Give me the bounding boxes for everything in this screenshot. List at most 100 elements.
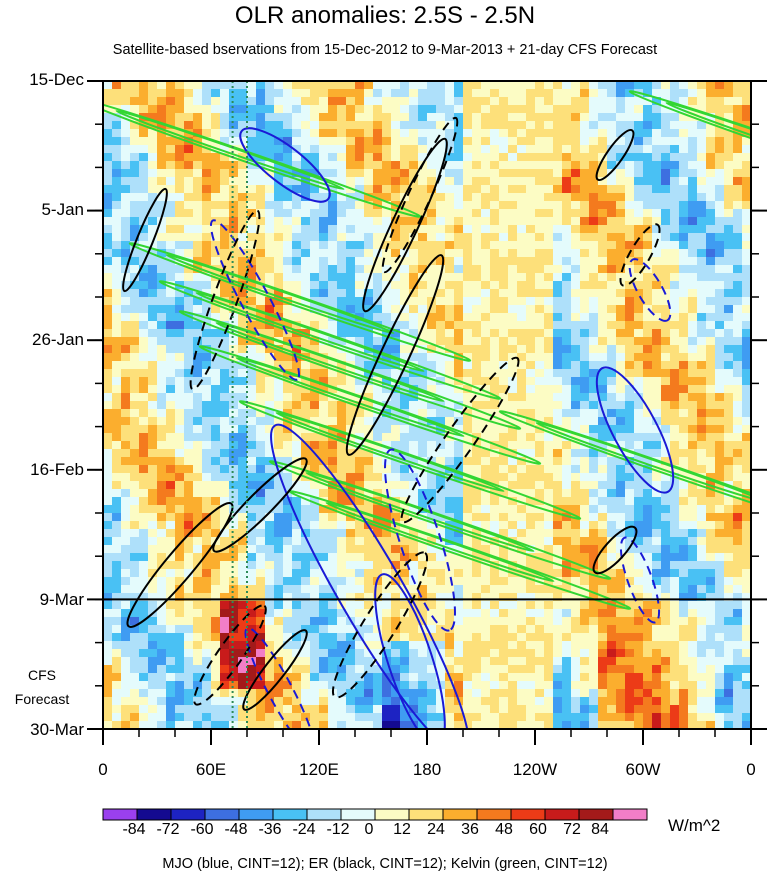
olr-cell: [292, 369, 302, 378]
olr-cell: [508, 617, 518, 626]
olr-cell: [193, 297, 203, 306]
olr-cell: [265, 257, 275, 266]
olr-cell: [553, 353, 563, 362]
olr-cell: [562, 497, 572, 506]
olr-cell: [544, 105, 554, 114]
olr-cell: [229, 569, 239, 578]
olr-cell: [373, 401, 383, 410]
olr-cell: [175, 505, 185, 514]
olr-cell: [526, 569, 536, 578]
olr-cell: [418, 281, 428, 290]
olr-cell: [526, 609, 536, 618]
olr-cell: [256, 497, 266, 506]
olr-cell: [652, 201, 662, 210]
olr-cell: [679, 513, 689, 522]
olr-cell: [454, 353, 464, 362]
olr-cell: [337, 153, 347, 162]
olr-cell: [562, 561, 572, 570]
olr-cell: [148, 625, 158, 634]
olr-cell: [481, 329, 491, 338]
olr-cell: [202, 409, 212, 418]
olr-cell: [346, 281, 356, 290]
olr-cell: [121, 441, 131, 450]
olr-cell: [499, 401, 509, 410]
olr-cell: [733, 577, 743, 586]
olr-cell: [553, 465, 563, 474]
olr-cell: [382, 417, 392, 426]
olr-cell: [571, 81, 581, 90]
olr-cell: [634, 401, 644, 410]
olr-cell: [373, 97, 383, 106]
olr-cell: [706, 329, 716, 338]
olr-cell: [652, 97, 662, 106]
olr-cell: [715, 121, 725, 130]
olr-cell: [580, 177, 590, 186]
olr-cell: [463, 305, 473, 314]
olr-cell: [661, 409, 671, 418]
olr-cell: [571, 257, 581, 266]
olr-cell: [382, 321, 392, 330]
olr-cell: [211, 425, 221, 434]
olr-cell: [670, 169, 680, 178]
olr-cell: [679, 457, 689, 466]
olr-cell: [112, 345, 122, 354]
olr-cell: [130, 113, 140, 122]
olr-cell: [274, 441, 284, 450]
olr-cell: [679, 289, 689, 298]
olr-cell: [544, 153, 554, 162]
olr-cell: [256, 177, 266, 186]
olr-cell: [274, 577, 284, 586]
olr-cell: [148, 169, 158, 178]
olr-cell: [112, 593, 122, 602]
olr-cell: [625, 233, 635, 242]
olr-cell: [391, 433, 401, 442]
olr-cell: [481, 401, 491, 410]
olr-cell: [274, 345, 284, 354]
olr-cell: [364, 585, 374, 594]
olr-cell: [508, 321, 518, 330]
olr-cell: [427, 329, 437, 338]
olr-cell: [139, 449, 149, 458]
olr-cell: [310, 537, 320, 546]
olr-cell: [103, 409, 113, 418]
olr-cell: [670, 577, 680, 586]
olr-cell: [148, 593, 158, 602]
olr-cell: [661, 161, 671, 170]
olr-cell: [121, 89, 131, 98]
olr-cell: [292, 529, 302, 538]
olr-cell: [463, 537, 473, 546]
olr-cell: [715, 401, 725, 410]
olr-cell: [535, 481, 545, 490]
olr-cell: [247, 169, 257, 178]
olr-cell: [211, 193, 221, 202]
olr-cell: [625, 481, 635, 490]
olr-cell: [490, 137, 500, 146]
olr-cell: [715, 553, 725, 562]
olr-cell: [544, 625, 554, 634]
olr-cell: [427, 481, 437, 490]
olr-cell: [643, 273, 653, 282]
olr-cell: [643, 297, 653, 306]
olr-cell: [589, 89, 599, 98]
olr-cell: [157, 345, 167, 354]
olr-cell: [634, 257, 644, 266]
olr-cell: [184, 249, 194, 258]
olr-cell: [562, 153, 572, 162]
olr-cell: [607, 193, 617, 202]
olr-cell: [427, 545, 437, 554]
olr-cell: [157, 121, 167, 130]
olr-cell: [112, 537, 122, 546]
olr-cell: [283, 353, 293, 362]
olr-cell: [490, 585, 500, 594]
olr-cell: [679, 273, 689, 282]
olr-cell: [454, 241, 464, 250]
olr-cell: [616, 337, 626, 346]
olr-cell: [724, 257, 734, 266]
olr-cell: [157, 289, 167, 298]
olr-cell: [616, 577, 626, 586]
olr-cell: [562, 521, 572, 530]
olr-cell: [157, 97, 167, 106]
olr-cell: [562, 625, 572, 634]
olr-cell: [688, 273, 698, 282]
olr-cell: [409, 121, 419, 130]
